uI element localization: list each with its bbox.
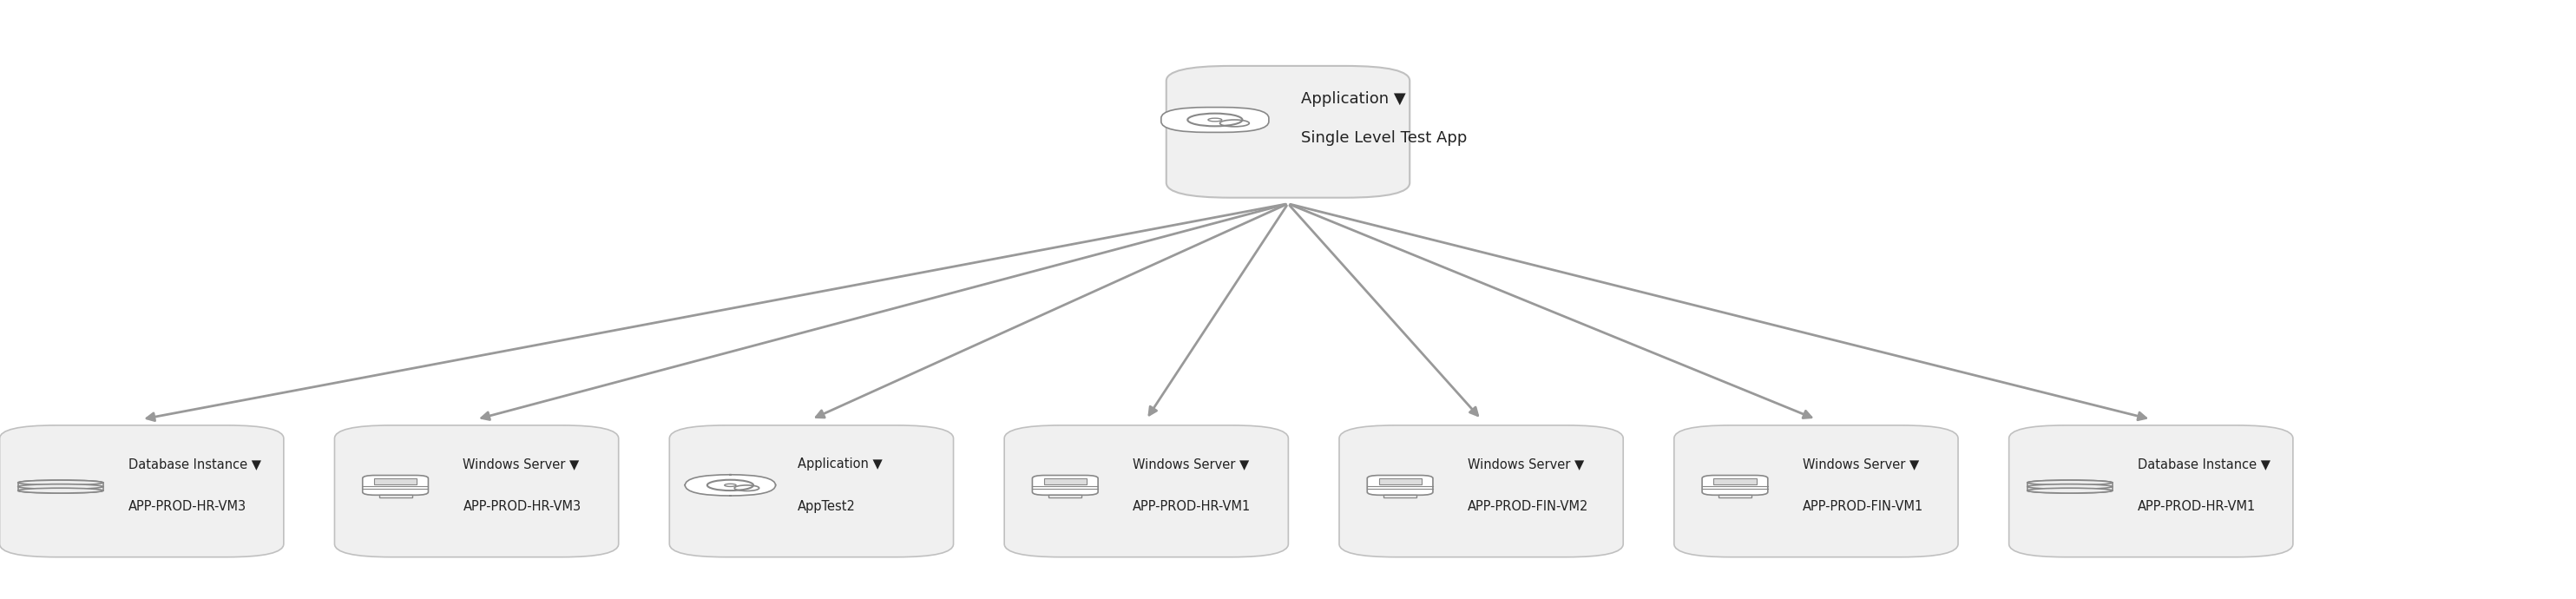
FancyBboxPatch shape [1162,107,1270,132]
FancyBboxPatch shape [1005,425,1288,557]
Text: Database Instance ▼: Database Instance ▼ [129,458,260,471]
FancyBboxPatch shape [2027,483,2112,491]
FancyBboxPatch shape [335,425,618,557]
FancyBboxPatch shape [0,425,283,557]
Ellipse shape [18,488,103,493]
Text: AppTest2: AppTest2 [799,500,855,513]
FancyBboxPatch shape [1718,495,1752,497]
Ellipse shape [2027,480,2112,485]
Text: APP-PROD-FIN-VM2: APP-PROD-FIN-VM2 [1468,500,1589,513]
FancyBboxPatch shape [2009,425,2293,557]
FancyBboxPatch shape [1713,478,1757,484]
Text: APP-PROD-HR-VM1: APP-PROD-HR-VM1 [1133,500,1252,513]
Ellipse shape [2027,488,2112,493]
Ellipse shape [18,488,103,493]
Text: Database Instance ▼: Database Instance ▼ [2138,458,2269,471]
Text: APP-PROD-HR-VM1: APP-PROD-HR-VM1 [2138,500,2257,513]
Circle shape [1208,118,1221,122]
Text: Application ▼: Application ▼ [799,458,884,471]
FancyBboxPatch shape [1703,476,1767,495]
Text: Application ▼: Application ▼ [1301,91,1406,107]
Ellipse shape [2027,488,2112,493]
FancyBboxPatch shape [685,474,775,496]
Ellipse shape [2027,484,2112,489]
FancyBboxPatch shape [18,483,103,491]
FancyBboxPatch shape [1167,66,1409,198]
FancyBboxPatch shape [1383,495,1417,497]
Text: Windows Server ▼: Windows Server ▼ [464,458,580,471]
Ellipse shape [18,480,103,485]
Ellipse shape [18,484,103,489]
Ellipse shape [2027,484,2112,489]
Text: Windows Server ▼: Windows Server ▼ [1133,458,1249,471]
Text: APP-PROD-HR-VM3: APP-PROD-HR-VM3 [129,500,247,513]
Text: Single Level Test App: Single Level Test App [1301,130,1466,146]
Ellipse shape [18,480,103,485]
Ellipse shape [2027,480,2112,485]
FancyBboxPatch shape [379,495,412,497]
Text: Windows Server ▼: Windows Server ▼ [1803,458,1919,471]
FancyBboxPatch shape [1674,425,1958,557]
FancyBboxPatch shape [1048,495,1082,497]
FancyBboxPatch shape [363,476,428,495]
Ellipse shape [18,484,103,489]
Circle shape [724,484,737,486]
FancyBboxPatch shape [1368,476,1432,495]
FancyBboxPatch shape [1033,476,1097,495]
FancyBboxPatch shape [374,478,417,484]
Text: APP-PROD-FIN-VM1: APP-PROD-FIN-VM1 [1803,500,1924,513]
Text: APP-PROD-HR-VM3: APP-PROD-HR-VM3 [464,500,582,513]
FancyBboxPatch shape [1378,478,1422,484]
FancyBboxPatch shape [1340,425,1623,557]
FancyBboxPatch shape [670,425,953,557]
FancyBboxPatch shape [1043,478,1087,484]
Text: Windows Server ▼: Windows Server ▼ [1468,458,1584,471]
